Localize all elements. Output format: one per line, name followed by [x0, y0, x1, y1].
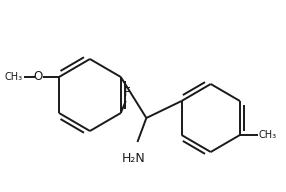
- Text: O: O: [33, 70, 42, 84]
- Text: CH₃: CH₃: [259, 130, 277, 140]
- Text: F: F: [124, 86, 130, 99]
- Text: H₂N: H₂N: [122, 152, 145, 165]
- Text: CH₃: CH₃: [4, 72, 22, 82]
